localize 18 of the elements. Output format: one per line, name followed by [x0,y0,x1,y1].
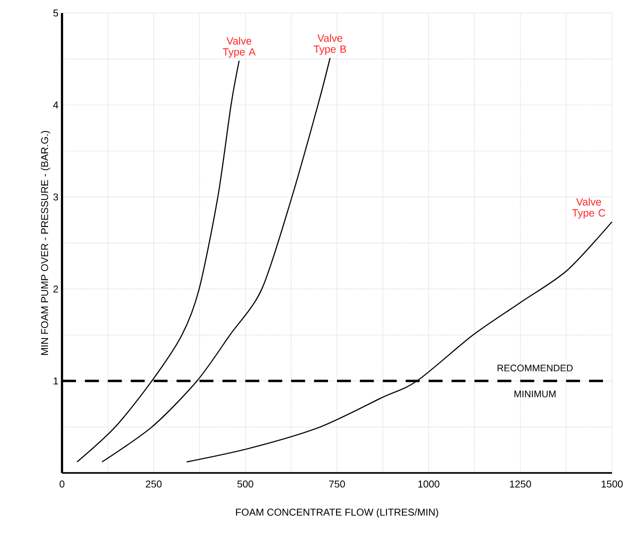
series-label: Valve Type C [572,198,606,219]
y-tick-label: 3 [53,193,58,201]
series-label: Valve Type A [222,36,256,58]
y-axis-title: MIN FOAM PUMP OVER - PRESSURE - (BAR.G.) [40,130,50,355]
x-tick-label: 0 [60,480,64,488]
x-tick-label: 250 [146,480,162,488]
y-tick-label: 4 [53,102,58,108]
x-tick-label: 500 [237,480,254,488]
x-tick-label: 1250 [510,480,532,488]
x-tick-label: 1000 [418,480,440,488]
x-tick-label: 750 [329,480,345,488]
series-label: Valve Type B [314,34,346,55]
y-tick-label: 5 [53,10,58,16]
y-tick-label: 2 [53,286,58,292]
text: RECOMMENDED MINIMUM [498,364,573,398]
x-axis-title: FOAM CONCENTRATE FLOW (LITRES/MIN) [236,508,438,518]
x-tick-label: 1500 [602,480,623,488]
y-tick-label: 1 [54,378,58,384]
